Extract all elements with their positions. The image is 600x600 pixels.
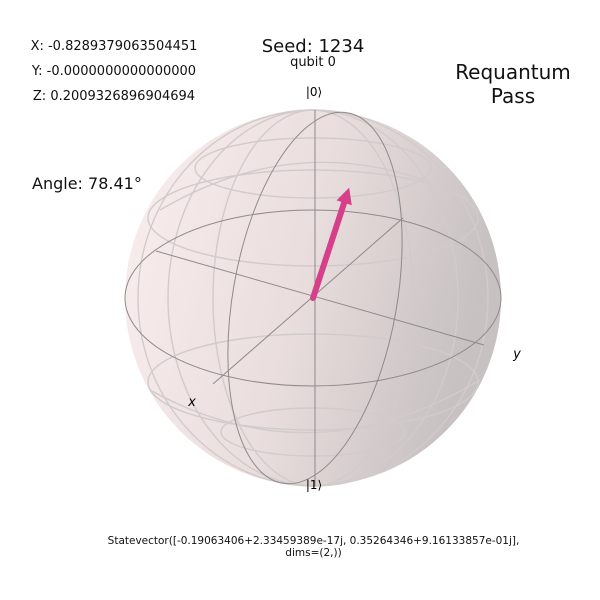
result-status: Requantum Pass (443, 60, 583, 108)
statevector-text: Statevector([-0.19063406+2.33459389e-17j… (40, 535, 587, 559)
statevector-line2: dims=(2,)) (285, 547, 342, 559)
meridian-circle (227, 111, 403, 485)
statevector-line1: Statevector([-0.19063406+2.33459389e-17j… (107, 535, 520, 547)
equator-circle (124, 209, 502, 387)
y-axis-label: y (512, 347, 521, 362)
result-status-line2: Pass (490, 84, 536, 108)
angle-readout: Angle: 78.41° (32, 174, 142, 193)
y-coordinate-readout: Y: -0.0000000000000000 (31, 64, 197, 79)
x-axis-label: x (187, 395, 196, 410)
qubit-label: qubit 0 (290, 55, 336, 70)
x-axis-line (212, 217, 404, 385)
ket-zero-label: |0⟩ (306, 85, 322, 99)
x-coordinate-readout: X: -0.8289379063504451 (30, 39, 198, 54)
state-vector-line (310, 199, 348, 301)
state-vector-arrow (310, 187, 352, 301)
seed-title: Seed: 1234 (261, 36, 365, 57)
state-vector-head (336, 187, 352, 206)
result-status-line1: Requantum (455, 60, 571, 84)
y-axis-line (155, 250, 485, 346)
ket-one-label: |1⟩ (306, 478, 322, 492)
sphere-back-wireframe (137, 109, 489, 487)
z-coordinate-readout: Z: 0.2009326896904694 (32, 89, 196, 104)
